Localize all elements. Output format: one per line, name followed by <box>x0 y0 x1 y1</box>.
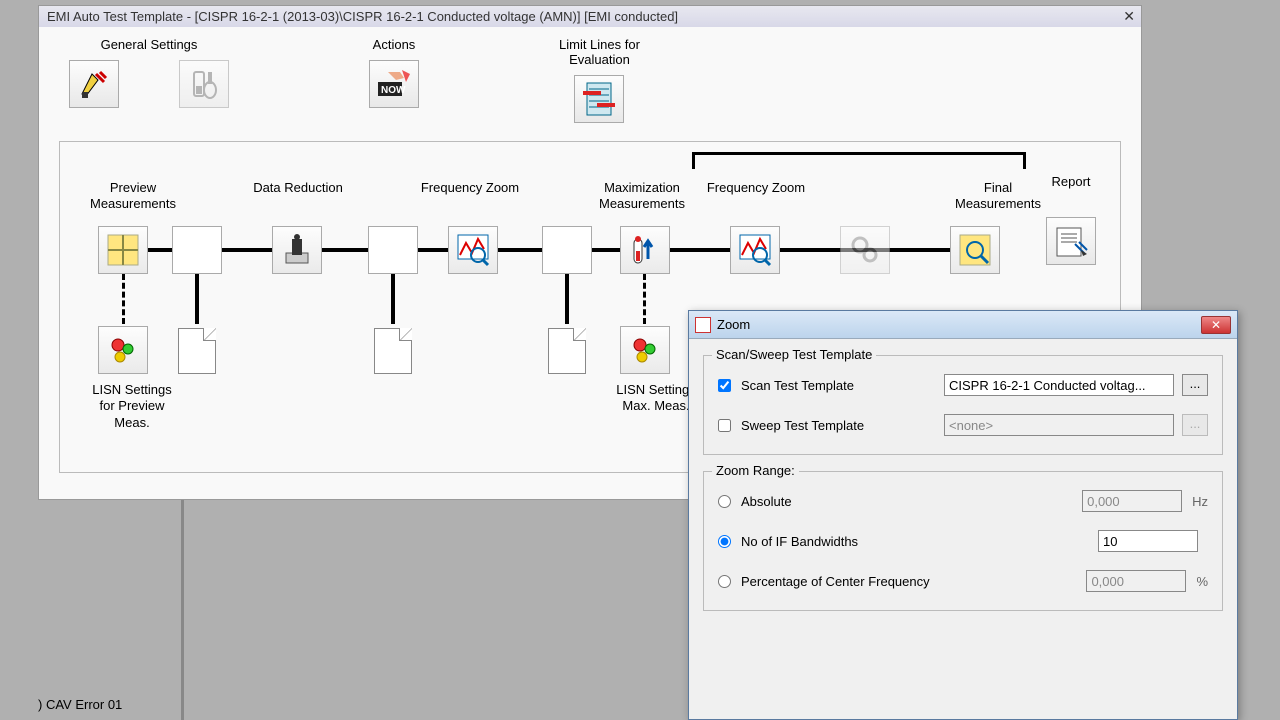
report-column: Report <box>1046 174 1096 265</box>
zoom-range-group: Zoom Range: Absolute Hz No of IF Bandwid… <box>703 471 1223 611</box>
scan-checkbox[interactable] <box>718 379 731 392</box>
zoom-dialog-title: Zoom <box>717 317 1201 332</box>
general-settings-label: General Settings <box>69 37 229 52</box>
conn-preview-lisn <box>122 274 125 324</box>
percent-label: Percentage of Center Frequency <box>741 574 1086 589</box>
scan-label: Scan Test Template <box>741 378 944 393</box>
scan-sweep-legend: Scan/Sweep Test Template <box>712 347 876 362</box>
bandwidth-field[interactable] <box>1098 530 1198 552</box>
actions-group: Actions NOW <box>369 37 419 123</box>
freq-zoom2-label: Frequency Zoom <box>696 180 816 196</box>
lab-settings-button[interactable] <box>179 60 229 108</box>
setup-node[interactable] <box>840 226 890 274</box>
absolute-unit: Hz <box>1192 494 1208 509</box>
lisn-preview-label: LISN Settings for Preview Meas. <box>72 382 192 431</box>
conn-fz-doc <box>565 274 569 324</box>
absolute-radio[interactable] <box>718 495 731 508</box>
general-settings-button[interactable] <box>69 60 119 108</box>
limits-button[interactable] <box>574 75 624 123</box>
maximization-node[interactable] <box>620 226 670 274</box>
final-node[interactable] <box>950 226 1000 274</box>
percent-field <box>1086 570 1186 592</box>
dr-doc-node[interactable] <box>374 328 412 374</box>
conn-max-lisn <box>643 274 646 324</box>
data-reduction-label: Data Reduction <box>238 180 358 196</box>
bracket <box>692 152 1026 166</box>
scan-browse-button[interactable]: ... <box>1182 374 1208 396</box>
report-label: Report <box>1046 174 1096 189</box>
freq-zoom2-node[interactable] <box>730 226 780 274</box>
freq-zoom1-node[interactable] <box>448 226 498 274</box>
report-button[interactable] <box>1046 217 1096 265</box>
limits-label: Limit Lines for Evaluation <box>559 37 640 67</box>
percent-radio[interactable] <box>718 575 731 588</box>
sweep-browse-button: ... <box>1182 414 1208 436</box>
conn-preview-doc <box>195 274 199 324</box>
sweep-checkbox[interactable] <box>718 419 731 432</box>
preview-node[interactable] <box>98 226 148 274</box>
lisn-max-node[interactable] <box>620 326 670 374</box>
absolute-field <box>1082 490 1182 512</box>
zoom-dialog: Zoom ✕ Scan/Sweep Test Template Scan Tes… <box>688 310 1238 720</box>
zoom-close-button[interactable]: ✕ <box>1201 316 1231 334</box>
fz-doc-node[interactable] <box>548 328 586 374</box>
scan-sweep-group: Scan/Sweep Test Template Scan Test Templ… <box>703 355 1223 455</box>
percent-unit: % <box>1196 574 1208 589</box>
preview-doc-node[interactable] <box>178 328 216 374</box>
zoom-titlebar: Zoom ✕ <box>689 311 1237 339</box>
titlebar: EMI Auto Test Template - [CISPR 16-2-1 (… <box>39 6 1141 27</box>
final-label: Final Measurements <box>938 180 1058 213</box>
actions-label: Actions <box>369 37 419 52</box>
zoom-range-legend: Zoom Range: <box>712 463 799 478</box>
limits-group: Limit Lines for Evaluation <box>559 37 640 123</box>
preview-sub-node[interactable] <box>172 226 222 274</box>
status-bar: ) CAV Error 01 <box>38 697 122 712</box>
sweep-template-field <box>944 414 1174 436</box>
general-settings-group: General Settings <box>69 37 229 123</box>
absolute-label: Absolute <box>741 494 1082 509</box>
preview-label: Preview Measurements <box>78 180 188 213</box>
conn-dr-doc <box>391 274 395 324</box>
vertical-divider <box>181 500 184 720</box>
window-title: EMI Auto Test Template - [CISPR 16-2-1 (… <box>47 9 678 24</box>
svg-text:NOW: NOW <box>381 85 406 96</box>
scan-template-field[interactable] <box>944 374 1174 396</box>
maximization-label: Maximization Measurements <box>582 180 702 213</box>
lisn-preview-node[interactable] <box>98 326 148 374</box>
top-toolbar: General Settings Actions NOW Limit Lines <box>39 27 1141 123</box>
freq-zoom1-label: Frequency Zoom <box>410 180 530 196</box>
close-icon[interactable]: ✕ <box>1123 8 1135 25</box>
bandwidth-radio[interactable] <box>718 535 731 548</box>
freq-zoom1-sub-node[interactable] <box>542 226 592 274</box>
data-reduction-node[interactable] <box>272 226 322 274</box>
zoom-dialog-icon <box>695 317 711 333</box>
sweep-label: Sweep Test Template <box>741 418 944 433</box>
actions-button[interactable]: NOW <box>369 60 419 108</box>
bandwidth-label: No of IF Bandwidths <box>741 534 1098 549</box>
data-reduction-sub-node[interactable] <box>368 226 418 274</box>
